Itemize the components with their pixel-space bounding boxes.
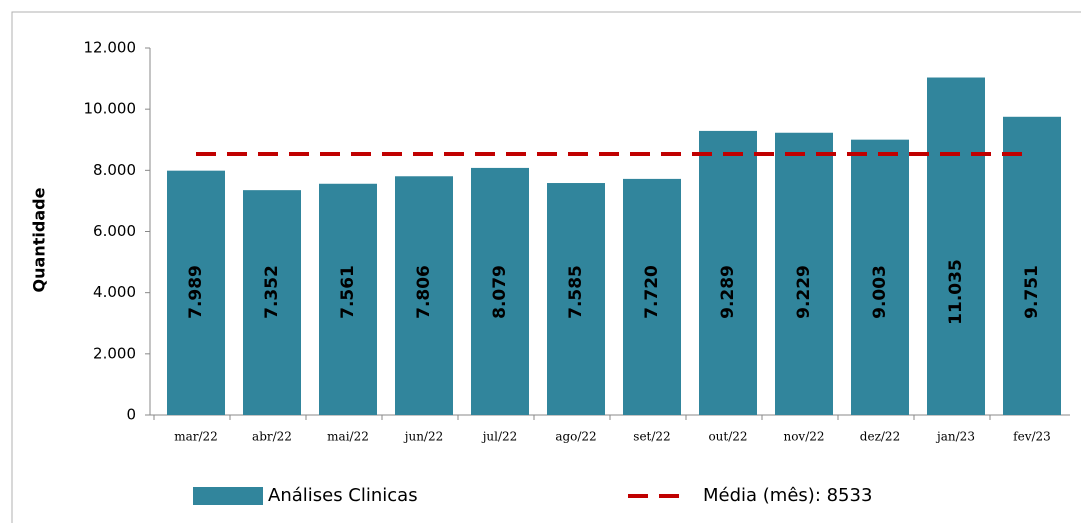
bar (243, 190, 301, 415)
bar (775, 132, 833, 416)
data-label: 8.079 (490, 265, 510, 319)
bar (623, 178, 681, 415)
x-tick-label: dez/22 (860, 430, 900, 444)
legend-label: Média (mês): 8533 (703, 485, 872, 506)
data-label: 7.720 (642, 265, 662, 319)
legend-swatch (193, 487, 263, 505)
bar (927, 77, 985, 416)
bar (167, 170, 225, 415)
x-tick-label: jul/22 (481, 430, 518, 444)
y-tick-label: 6.000 (93, 222, 136, 240)
y-axis-label: Quantidade (30, 187, 49, 292)
y-tick-label: 0 (126, 406, 136, 424)
x-tick-label: mai/22 (327, 430, 369, 444)
x-tick-label: ago/22 (555, 430, 596, 444)
data-label: 9.289 (718, 265, 738, 319)
data-label: 7.806 (414, 265, 434, 319)
x-tick-label: nov/22 (783, 430, 824, 444)
x-tick-label: jun/22 (403, 430, 444, 444)
legend-label: Análises Clinicas (268, 485, 418, 506)
x-tick-label: set/22 (633, 430, 670, 444)
y-tick-label: 2.000 (93, 344, 136, 362)
bar (1003, 116, 1061, 415)
chart-frame (11, 11, 1081, 523)
bar (699, 130, 757, 415)
data-label: 11.035 (946, 259, 966, 325)
x-tick-label: out/22 (708, 430, 747, 444)
data-label: 7.585 (566, 265, 586, 319)
data-label: 9.229 (794, 265, 814, 319)
x-tick-label: jan/23 (935, 430, 975, 444)
bar (395, 176, 453, 415)
data-label: 9.751 (1022, 265, 1042, 319)
data-label: 7.352 (262, 265, 282, 319)
bar (471, 167, 529, 415)
data-label: 7.561 (338, 265, 358, 319)
bar (319, 183, 377, 415)
x-tick-label: fev/23 (1013, 430, 1051, 444)
data-label: 7.989 (186, 265, 206, 319)
y-tick-label: 10.000 (84, 100, 137, 118)
x-tick-label: abr/22 (252, 430, 292, 444)
y-tick-label: 4.000 (93, 283, 136, 301)
data-label: 9.003 (870, 265, 890, 319)
y-tick-label: 8.000 (93, 161, 136, 179)
y-tick-label: 12.000 (84, 39, 137, 57)
bar (547, 183, 605, 415)
bar (851, 139, 909, 415)
x-tick-label: mar/22 (174, 430, 218, 444)
